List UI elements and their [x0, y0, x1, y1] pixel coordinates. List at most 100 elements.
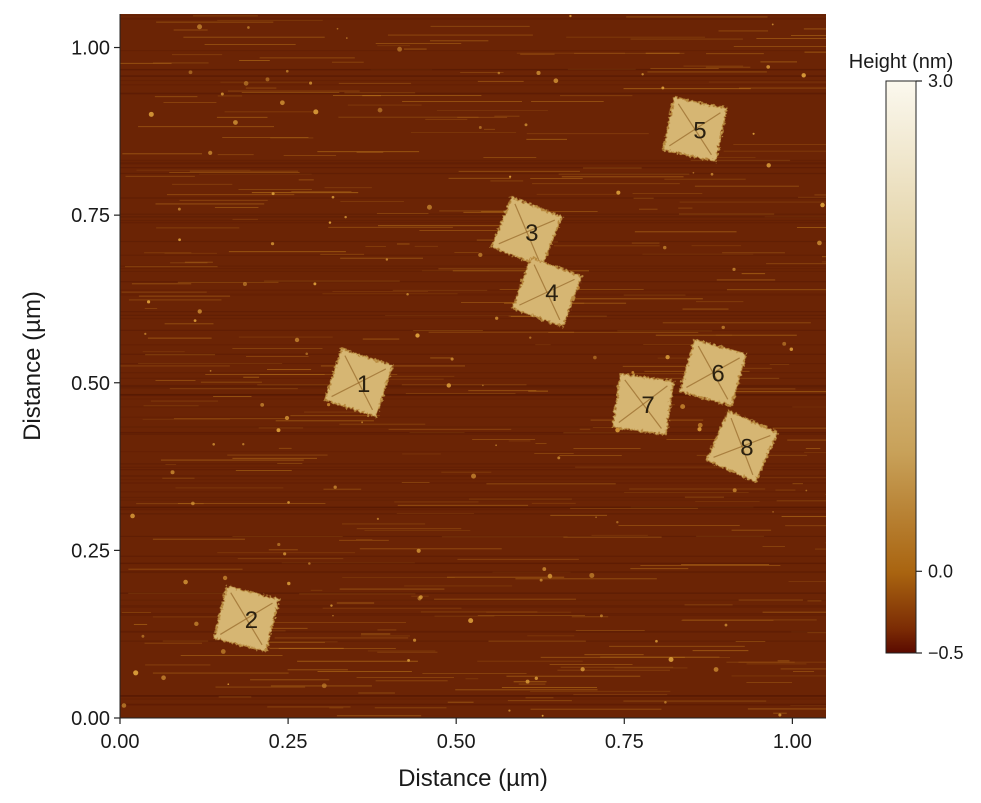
feature-seam — [519, 278, 575, 306]
surface-speck — [146, 300, 151, 304]
surface-speck — [212, 442, 215, 446]
surface-speck — [616, 190, 621, 195]
surface-speck — [697, 422, 703, 428]
surface-speck — [277, 542, 281, 547]
surface-speck — [446, 383, 452, 388]
surface-speck — [557, 456, 561, 460]
y-axis: 0.00 0.25 0.50 0.75 1.00 — [71, 14, 121, 730]
x-tick-label: 0.75 — [605, 731, 644, 753]
surface-speck — [413, 638, 417, 642]
surface-speck — [450, 357, 454, 361]
feature-label: 1 — [357, 371, 370, 398]
surface-speck — [525, 679, 530, 684]
surface-speck — [536, 70, 541, 76]
feature-label: 5 — [693, 117, 706, 144]
surface-speck — [170, 470, 175, 475]
surface-speck — [778, 713, 782, 717]
surface-speck — [265, 77, 270, 82]
surface-speck — [692, 171, 695, 174]
surface-speck — [285, 69, 289, 73]
surface-speck — [508, 709, 511, 712]
surface-speck — [220, 92, 224, 96]
surface-speck — [406, 292, 409, 296]
surface-speck — [279, 100, 285, 106]
surface-speck — [133, 670, 139, 676]
surface-speck — [817, 240, 822, 246]
surface-speck — [130, 513, 135, 519]
feature-seam — [713, 434, 771, 458]
surface-speck — [661, 86, 665, 90]
surface-speck — [407, 658, 410, 662]
surface-speck — [663, 245, 667, 250]
surface-speck — [534, 676, 538, 680]
surface-speck — [580, 667, 585, 672]
surface-speck — [616, 521, 619, 524]
feature-seam — [686, 357, 740, 388]
surface-speck — [271, 192, 275, 196]
surface-speck — [197, 309, 202, 314]
surface-speck — [313, 282, 317, 286]
surface-speck — [724, 623, 728, 627]
surface-speck — [478, 126, 482, 129]
surface-speck — [287, 581, 291, 586]
surface-speck — [772, 511, 774, 513]
surface-speck — [144, 332, 147, 335]
feature-label: 2 — [245, 607, 258, 634]
surface-speck — [415, 333, 420, 338]
surface-speck — [242, 281, 247, 287]
surface-speck — [497, 71, 501, 75]
feature-seam — [331, 368, 387, 398]
feature-8: 8 — [705, 409, 779, 483]
surface-speck — [710, 172, 714, 176]
feature-6: 6 — [678, 338, 748, 407]
colorbar-ticks: 3.0 0.0 −0.5 — [916, 71, 964, 663]
colorbar-tick-label: 3.0 — [928, 71, 953, 91]
surface-speck — [332, 614, 334, 617]
surface-speck — [529, 336, 532, 339]
surface-speck — [376, 517, 380, 520]
surface-speck — [177, 207, 181, 211]
feature-5: 5 — [662, 96, 728, 163]
x-tick-label: 0.00 — [101, 731, 140, 753]
surface-speck — [283, 552, 287, 556]
surface-speck — [227, 683, 230, 686]
surface-speck — [668, 657, 674, 662]
surface-speck — [468, 618, 474, 624]
surface-speck — [344, 215, 347, 219]
surface-speck — [820, 202, 825, 208]
feature-label: 3 — [525, 220, 538, 247]
surface-speck — [471, 473, 477, 479]
surface-speck — [193, 319, 197, 323]
surface-speck — [771, 23, 774, 26]
surface-speck — [328, 221, 332, 224]
feature-7: 7 — [611, 372, 675, 436]
surface-speck — [331, 195, 335, 199]
colorbar-tick-label: −0.5 — [928, 643, 964, 663]
surface-speck — [121, 703, 127, 708]
x-tick-label: 0.25 — [269, 731, 308, 753]
surface-speck — [243, 81, 249, 86]
surface-speck — [766, 65, 771, 69]
feature-1: 1 — [323, 347, 394, 418]
surface-speck — [509, 175, 512, 178]
surface-speck — [287, 501, 290, 504]
surface-speck — [260, 403, 265, 407]
surface-speck — [481, 384, 484, 387]
colorbar-title: Height (nm) — [849, 51, 953, 73]
colorbar-gradient — [885, 80, 917, 654]
surface-speck — [284, 415, 290, 421]
colorbar: Height (nm) 3.0 0.0 −0.5 — [849, 51, 964, 663]
surface-speck — [377, 107, 383, 113]
surface-speck — [569, 14, 572, 18]
surface-speck — [242, 443, 245, 446]
surface-speck — [209, 370, 212, 372]
feature-label: 8 — [740, 434, 753, 461]
surface-speck — [478, 252, 483, 257]
surface-speck — [426, 204, 432, 210]
surface-speck — [589, 572, 595, 578]
surface-speck — [194, 621, 199, 627]
feature-seam — [220, 602, 273, 635]
surface-speck — [541, 714, 544, 717]
surface-speck — [191, 501, 195, 506]
